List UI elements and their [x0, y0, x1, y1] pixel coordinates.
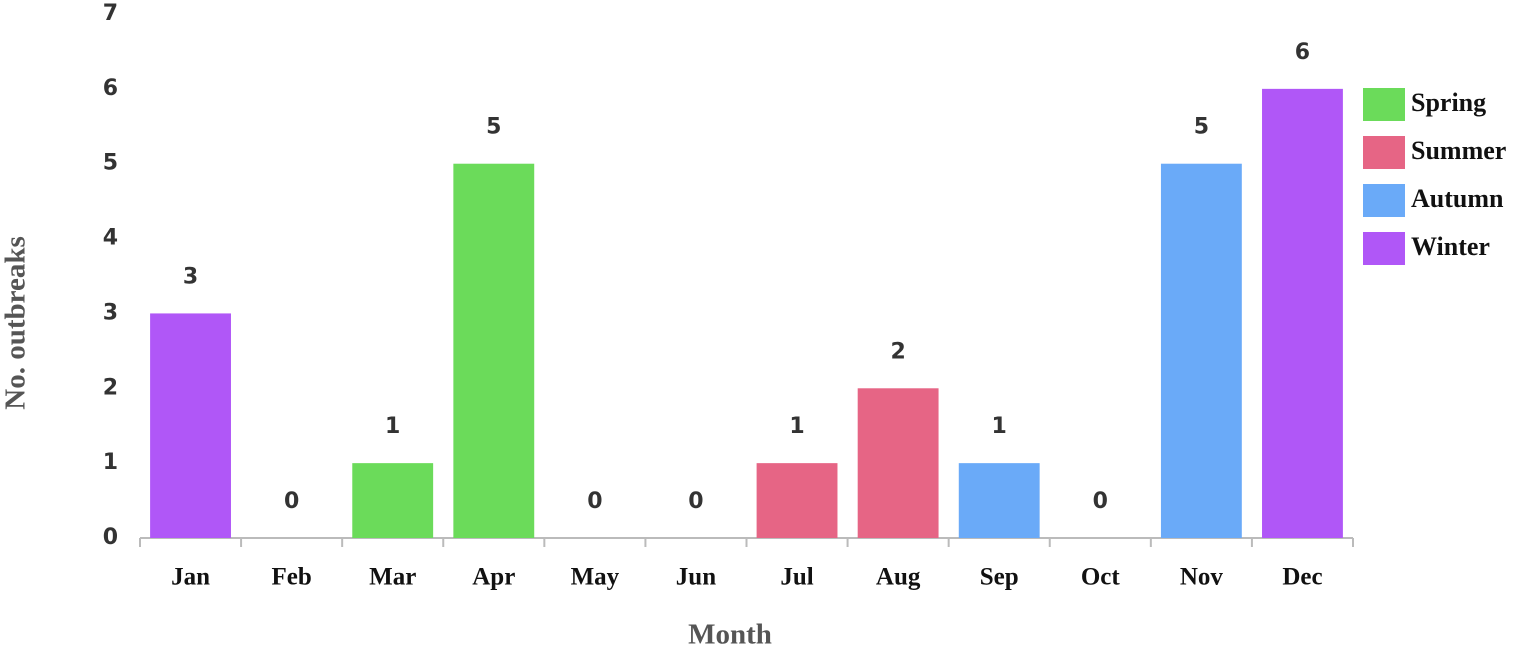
value-label: 5 — [1194, 115, 1209, 140]
x-tick-label: Nov — [1180, 564, 1224, 591]
x-tick-label: Jul — [780, 564, 813, 591]
value-label: 3 — [183, 264, 198, 289]
bar — [958, 463, 1040, 538]
value-label: 1 — [789, 414, 804, 439]
y-tick-label: 1 — [103, 450, 118, 475]
value-label: 1 — [385, 414, 400, 439]
value-label: 0 — [587, 489, 602, 514]
value-label: 2 — [890, 339, 905, 364]
x-tick-label: Apr — [472, 564, 515, 591]
y-tick-label: 5 — [103, 151, 118, 176]
bar — [1160, 163, 1242, 538]
legend-label: Summer — [1411, 136, 1506, 165]
legend-label: Winter — [1411, 232, 1490, 261]
x-tick-label: Feb — [271, 564, 311, 591]
x-tick-label: May — [571, 564, 620, 591]
value-label: 1 — [992, 414, 1007, 439]
value-label: 0 — [688, 489, 703, 514]
legend-swatch — [1363, 136, 1405, 169]
legend-label: Spring — [1411, 88, 1486, 117]
x-tick-label: Mar — [369, 564, 416, 591]
legend-swatch — [1363, 232, 1405, 265]
bar — [857, 388, 939, 538]
y-tick-label: 2 — [103, 375, 118, 400]
legend-swatch — [1363, 88, 1405, 121]
value-label: 6 — [1295, 40, 1310, 65]
bar — [352, 463, 434, 538]
y-tick-label: 4 — [103, 226, 118, 251]
x-tick-label: Dec — [1282, 564, 1322, 591]
legend-swatch — [1363, 184, 1405, 217]
legend-label: Autumn — [1411, 184, 1504, 213]
y-axis-title: No. outbreaks — [0, 236, 32, 410]
x-tick-label: Jun — [676, 564, 716, 591]
bar — [756, 463, 838, 538]
y-tick-label: 7 — [103, 1, 118, 26]
x-tick-label: Jan — [171, 564, 210, 591]
bar — [453, 163, 535, 538]
y-tick-label: 6 — [103, 76, 118, 101]
x-axis-title: Month — [688, 619, 772, 651]
value-label: 5 — [486, 115, 501, 140]
bar — [1262, 88, 1343, 538]
x-tick-label: Aug — [876, 564, 921, 591]
x-tick-label: Sep — [980, 564, 1019, 591]
y-tick-label: 3 — [103, 300, 118, 325]
x-tick-label: Oct — [1081, 564, 1121, 591]
bar — [150, 313, 231, 538]
value-label: 0 — [1093, 489, 1108, 514]
y-tick-label: 0 — [103, 525, 118, 550]
value-label: 0 — [284, 489, 299, 514]
